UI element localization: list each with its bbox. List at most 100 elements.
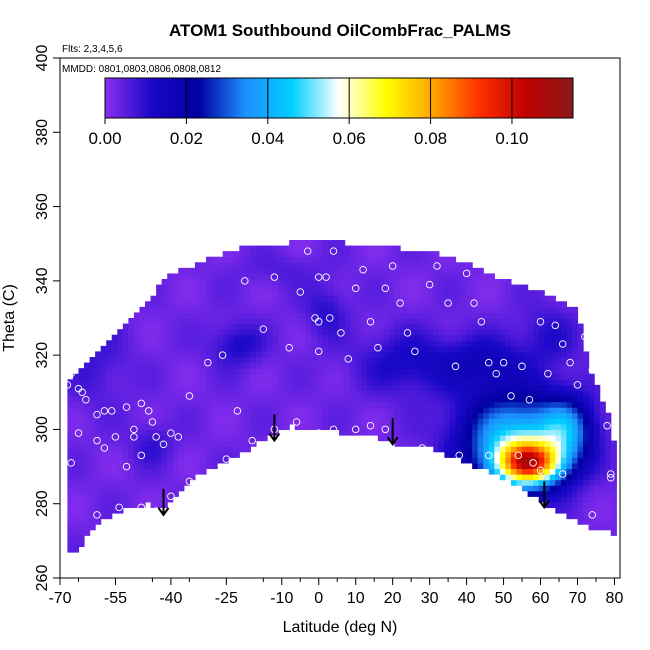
heatmap-cell	[305, 267, 312, 275]
heatmap-cell	[422, 295, 429, 302]
heatmap-cell	[111, 390, 118, 397]
heatmap-cell	[194, 284, 202, 291]
heatmap-cell	[605, 412, 612, 419]
heatmap-cell	[583, 396, 590, 403]
heatmap-cell	[333, 290, 340, 297]
heatmap-cell	[383, 273, 390, 280]
heatmap-cell	[261, 379, 268, 386]
heatmap-cell	[355, 412, 362, 419]
heatmap-cell	[250, 390, 257, 397]
y-tick-label: 380	[34, 119, 51, 146]
heatmap-cell	[84, 529, 91, 536]
heatmap-cell	[555, 440, 562, 447]
heatmap-cell	[189, 312, 196, 319]
heatmap-cell	[100, 345, 107, 353]
heatmap-cell	[250, 407, 257, 414]
heatmap-cell	[438, 435, 446, 442]
heatmap-cell	[544, 412, 551, 419]
heatmap-cell	[316, 301, 324, 308]
sample-point	[337, 329, 345, 337]
heatmap-cell	[95, 474, 102, 481]
heatmap-cell	[366, 390, 373, 397]
heatmap-cell	[183, 462, 190, 470]
heatmap-cell	[510, 340, 518, 347]
heatmap-cell	[355, 418, 362, 425]
heatmap-cell	[78, 401, 85, 408]
heatmap-cell	[139, 334, 146, 341]
heatmap-cell	[516, 479, 523, 486]
heatmap-cell	[206, 279, 213, 286]
tropopause-arrow	[157, 488, 170, 517]
heatmap-cell	[400, 323, 407, 330]
heatmap-cell	[449, 295, 457, 302]
heatmap-cell	[189, 340, 196, 347]
heatmap-cell	[438, 273, 446, 280]
heatmap-cell	[361, 368, 368, 375]
sample-point	[130, 433, 138, 441]
heatmap-cell	[533, 474, 540, 481]
heatmap-cell	[522, 446, 529, 453]
heatmap-cell	[300, 295, 307, 302]
heatmap-cell	[361, 312, 368, 319]
heatmap-cell	[84, 379, 91, 386]
colorbar-step	[229, 78, 232, 118]
heatmap-cell	[200, 295, 207, 302]
heatmap-cell	[444, 351, 451, 358]
heatmap-cell	[366, 357, 373, 364]
heatmap-cell	[111, 357, 118, 364]
heatmap-cell	[466, 373, 473, 380]
heatmap-cell	[388, 340, 396, 347]
heatmap-cell	[84, 513, 91, 520]
heatmap-cell	[488, 418, 495, 425]
heatmap-cell	[272, 306, 279, 314]
heatmap-cell	[267, 384, 274, 392]
heatmap-cell	[544, 485, 551, 492]
heatmap-cell	[194, 329, 202, 336]
heatmap-cell	[472, 423, 479, 431]
heatmap-cell	[84, 501, 91, 509]
heatmap-cell	[194, 279, 202, 286]
heatmap-cell	[388, 334, 396, 341]
heatmap-cell	[377, 251, 385, 258]
heatmap-cell	[411, 368, 418, 375]
heatmap-cell	[383, 351, 390, 358]
heatmap-cell	[422, 351, 429, 358]
heatmap-cell	[255, 290, 263, 297]
heatmap-cell	[538, 401, 545, 408]
heatmap-cell	[488, 446, 495, 453]
heatmap-cell	[183, 457, 190, 464]
sample-point	[607, 473, 615, 482]
heatmap-cell	[366, 301, 373, 308]
heatmap-cell	[571, 474, 579, 481]
heatmap-cell	[505, 423, 512, 431]
heatmap-cell	[466, 384, 473, 392]
heatmap-cell	[150, 407, 157, 414]
heatmap-cell	[499, 390, 507, 397]
colorbar-step	[404, 78, 408, 118]
heatmap-cell	[544, 334, 551, 341]
heatmap-cell	[206, 290, 213, 297]
heatmap-cell	[416, 401, 423, 408]
heatmap-cell	[510, 295, 518, 302]
heatmap-cell	[505, 318, 512, 325]
colorbar-step	[308, 78, 312, 118]
heatmap-cell	[427, 401, 434, 408]
heatmap-cell	[305, 284, 312, 291]
heatmap-cell	[505, 301, 512, 308]
heatmap-cell	[150, 351, 157, 358]
heatmap-cell	[577, 451, 584, 458]
heatmap-cell	[605, 429, 612, 436]
heatmap-cell	[560, 457, 567, 464]
heatmap-cell	[311, 334, 318, 341]
heatmap-cell	[344, 384, 351, 392]
heatmap-cell	[555, 306, 562, 314]
heatmap-cell	[322, 357, 329, 364]
heatmap-cell	[228, 262, 235, 269]
heatmap-cell	[89, 474, 96, 481]
heatmap-cell	[150, 379, 157, 386]
heatmap-cell	[239, 245, 246, 252]
heatmap-cell	[67, 529, 74, 536]
heatmap-cell	[411, 273, 418, 280]
heatmap-cell	[239, 401, 246, 408]
heatmap-cell	[560, 401, 567, 408]
